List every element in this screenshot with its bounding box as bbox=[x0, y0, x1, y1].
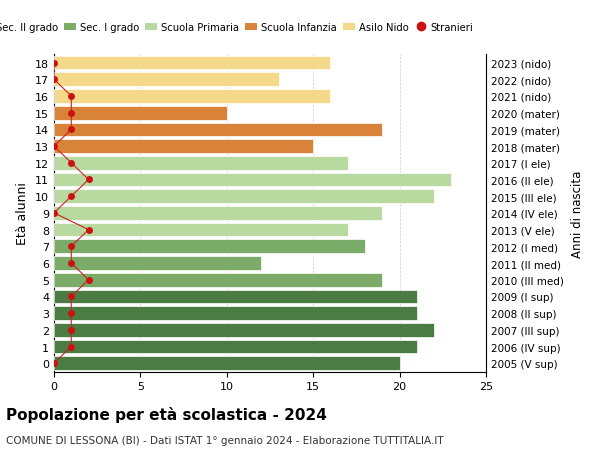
Bar bbox=[54, 190, 434, 204]
Bar bbox=[54, 257, 262, 270]
Point bbox=[49, 210, 59, 217]
Bar bbox=[54, 90, 331, 104]
Bar bbox=[54, 357, 400, 370]
Point bbox=[67, 110, 76, 117]
Point bbox=[67, 310, 76, 317]
Point bbox=[67, 326, 76, 334]
Bar bbox=[54, 240, 365, 254]
Y-axis label: Anni di nascita: Anni di nascita bbox=[571, 170, 584, 257]
Bar bbox=[54, 140, 313, 154]
Point bbox=[49, 76, 59, 84]
Bar bbox=[54, 273, 382, 287]
Point bbox=[49, 60, 59, 67]
Bar bbox=[54, 173, 451, 187]
Bar bbox=[54, 123, 382, 137]
Bar bbox=[54, 157, 348, 170]
Point bbox=[67, 126, 76, 134]
Bar bbox=[54, 106, 227, 120]
Point bbox=[84, 226, 94, 234]
Bar bbox=[54, 73, 278, 87]
Y-axis label: Età alunni: Età alunni bbox=[16, 182, 29, 245]
Point bbox=[67, 293, 76, 301]
Point bbox=[67, 193, 76, 201]
Text: Popolazione per età scolastica - 2024: Popolazione per età scolastica - 2024 bbox=[6, 406, 327, 422]
Bar bbox=[54, 290, 417, 303]
Bar bbox=[54, 340, 417, 353]
Point bbox=[67, 160, 76, 167]
Legend: Sec. II grado, Sec. I grado, Scuola Primaria, Scuola Infanzia, Asilo Nido, Stran: Sec. II grado, Sec. I grado, Scuola Prim… bbox=[0, 19, 478, 37]
Bar bbox=[54, 307, 417, 320]
Text: COMUNE DI LESSONA (BI) - Dati ISTAT 1° gennaio 2024 - Elaborazione TUTTITALIA.IT: COMUNE DI LESSONA (BI) - Dati ISTAT 1° g… bbox=[6, 435, 443, 445]
Point bbox=[84, 176, 94, 184]
Bar bbox=[54, 223, 348, 237]
Bar bbox=[54, 323, 434, 337]
Point bbox=[67, 260, 76, 267]
Bar bbox=[54, 56, 331, 70]
Point bbox=[67, 343, 76, 351]
Bar bbox=[54, 207, 382, 220]
Point bbox=[67, 243, 76, 251]
Point bbox=[49, 360, 59, 367]
Point bbox=[84, 276, 94, 284]
Point bbox=[67, 93, 76, 101]
Point bbox=[49, 143, 59, 151]
